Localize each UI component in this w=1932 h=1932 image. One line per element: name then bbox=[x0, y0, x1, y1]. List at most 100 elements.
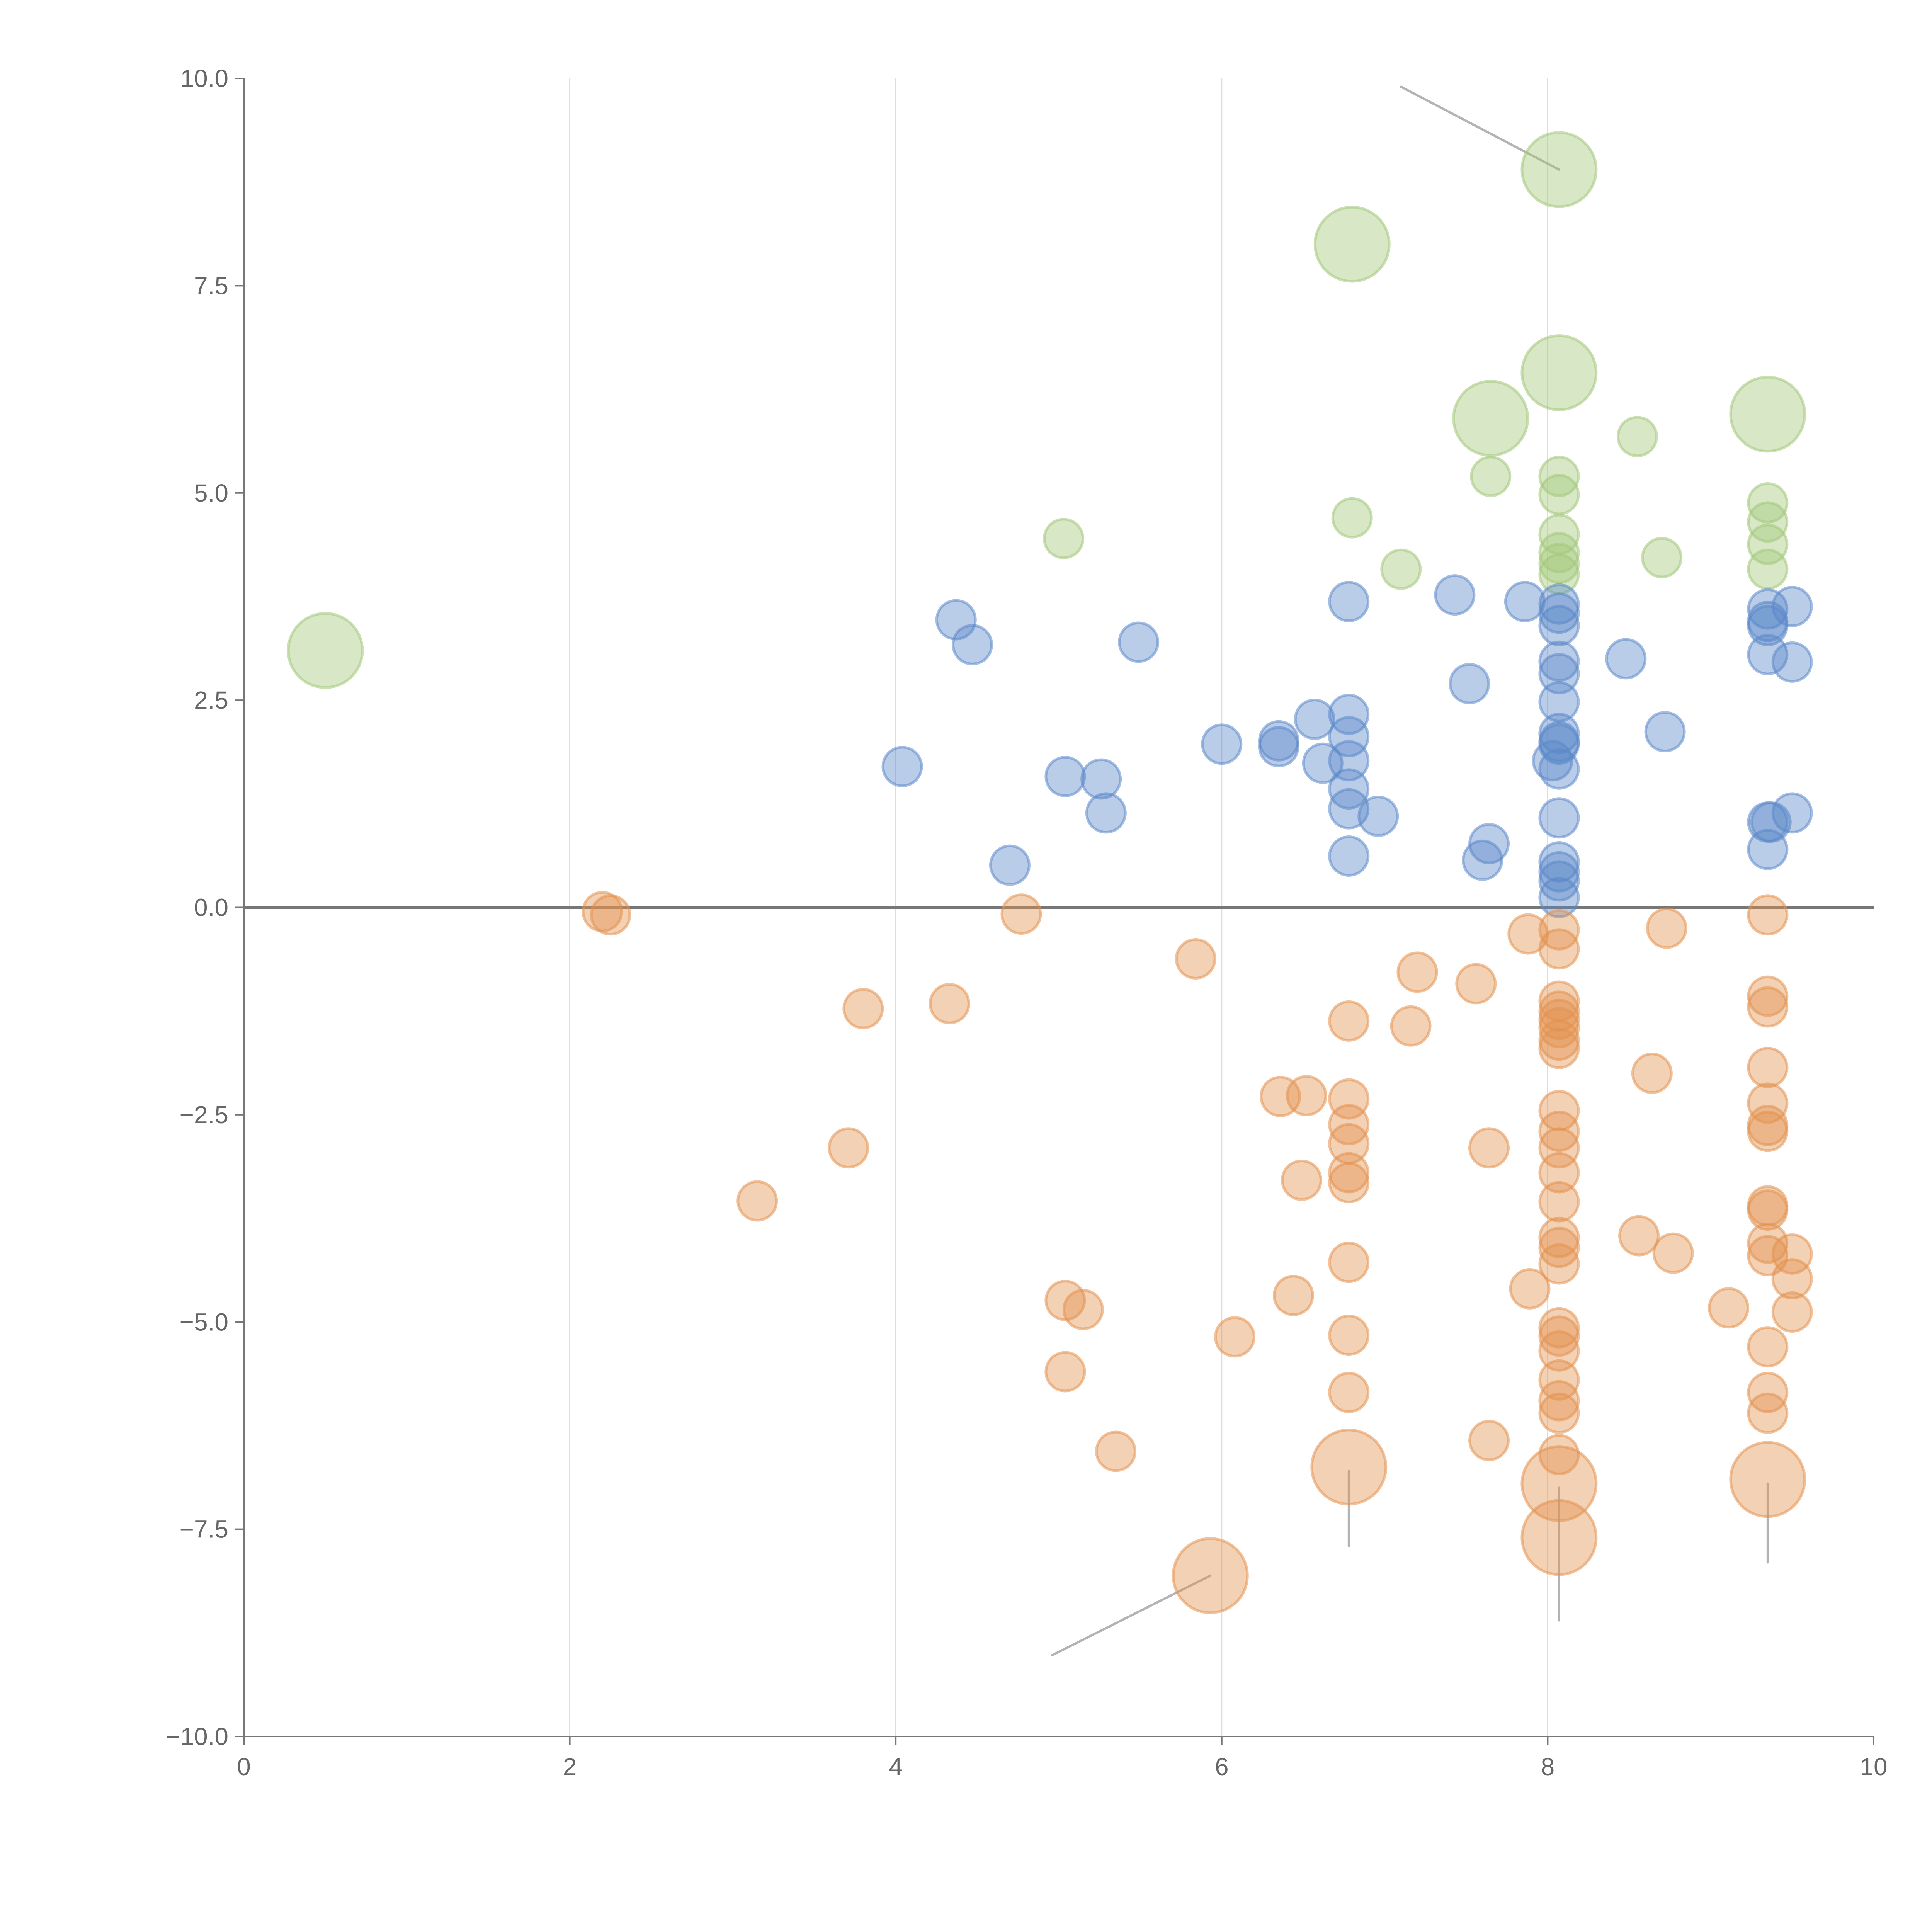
orange-point bbox=[1538, 1434, 1580, 1476]
green-point bbox=[1747, 548, 1789, 590]
blue-point bbox=[1357, 795, 1399, 837]
green-point bbox=[1747, 501, 1789, 543]
orange-point bbox=[1538, 1111, 1580, 1152]
blue-point bbox=[1605, 638, 1647, 680]
blue-point bbox=[1449, 663, 1490, 704]
blue-point bbox=[1504, 581, 1546, 622]
blue-point bbox=[1434, 574, 1476, 616]
orange-point bbox=[1771, 1291, 1813, 1333]
orange-point bbox=[1538, 1315, 1580, 1357]
orange-point bbox=[1175, 938, 1216, 980]
orange-point bbox=[828, 1127, 869, 1169]
blue-point bbox=[1538, 592, 1580, 634]
blue-point bbox=[1644, 711, 1686, 753]
orange-point bbox=[1538, 1152, 1580, 1194]
orange-point bbox=[1468, 1420, 1510, 1461]
orange-point bbox=[1214, 1316, 1256, 1358]
orange-point bbox=[1747, 1047, 1789, 1088]
y-tick-label: 5.0 bbox=[194, 479, 228, 507]
orange-point bbox=[1747, 1189, 1789, 1231]
orange-point bbox=[736, 1180, 778, 1222]
leader-line bbox=[1400, 85, 1560, 171]
green-point bbox=[1641, 537, 1683, 578]
orange-point bbox=[1747, 975, 1789, 1017]
blue-point bbox=[1328, 716, 1370, 758]
orange-point bbox=[1062, 1289, 1104, 1330]
green-point bbox=[1520, 334, 1598, 412]
y-tick-label: −7.5 bbox=[180, 1515, 228, 1543]
orange-point bbox=[1328, 1242, 1370, 1283]
orange-point bbox=[842, 988, 884, 1029]
blue-point bbox=[1538, 640, 1580, 682]
orange-point bbox=[1646, 907, 1687, 949]
blue-point bbox=[1258, 726, 1299, 767]
orange-point bbox=[1000, 893, 1042, 935]
green-point bbox=[1616, 416, 1658, 457]
blue-point bbox=[1044, 756, 1086, 798]
green-point bbox=[287, 612, 364, 689]
blue-point bbox=[881, 746, 923, 787]
blue-point bbox=[1328, 581, 1370, 622]
orange-point bbox=[1286, 1075, 1327, 1117]
green-point bbox=[1520, 131, 1598, 208]
orange-point bbox=[1747, 894, 1789, 936]
axes: 0 2 4 6 8 10 10.0 7.5 5.0 2.5 0.0 −2.5 −5.0 −7.5 −10.0 bbox=[166, 65, 1888, 1781]
orange-point bbox=[1281, 1159, 1322, 1201]
blue-point bbox=[1538, 605, 1580, 646]
orange-point bbox=[1328, 1162, 1370, 1204]
blue-point bbox=[989, 844, 1031, 886]
orange-point bbox=[1328, 1152, 1370, 1194]
x-tick-label: 4 bbox=[889, 1753, 903, 1781]
green-point bbox=[1538, 474, 1580, 515]
orange-point bbox=[929, 983, 970, 1024]
blue-point bbox=[1328, 740, 1370, 782]
blue-point bbox=[1538, 860, 1580, 902]
orange-point bbox=[1747, 1111, 1789, 1152]
orange-point bbox=[1310, 1429, 1388, 1506]
orange-point bbox=[1509, 1268, 1551, 1310]
green-point bbox=[1538, 532, 1580, 573]
orange-point bbox=[1520, 1499, 1598, 1576]
orange-point bbox=[1729, 1441, 1806, 1518]
orange-point bbox=[1747, 986, 1789, 1028]
orange-point bbox=[1095, 1430, 1137, 1472]
orange-point bbox=[1747, 1222, 1789, 1264]
green-point bbox=[1729, 376, 1806, 453]
x-tick-label: 10 bbox=[1860, 1753, 1887, 1781]
orange-point bbox=[1618, 1215, 1660, 1257]
orange-point bbox=[1538, 1392, 1580, 1434]
orange-point bbox=[1747, 1392, 1789, 1434]
orange-point bbox=[1538, 1330, 1580, 1372]
x-tick-label: 0 bbox=[237, 1753, 251, 1781]
orange-point bbox=[1747, 1326, 1789, 1368]
orange-point bbox=[1538, 1181, 1580, 1223]
y-tick-label: −2.5 bbox=[180, 1101, 228, 1129]
blue-point bbox=[1328, 835, 1370, 877]
orange-point bbox=[1538, 1243, 1580, 1285]
orange-point bbox=[1396, 951, 1438, 993]
orange-point bbox=[1272, 1275, 1314, 1316]
orange-point bbox=[1328, 1315, 1370, 1356]
orange-point bbox=[1044, 1351, 1086, 1393]
y-tick-label: 0.0 bbox=[194, 894, 228, 922]
green-point bbox=[1331, 497, 1373, 539]
orange-point bbox=[1747, 1082, 1789, 1124]
blue-point bbox=[1462, 839, 1503, 881]
data-points bbox=[287, 131, 1813, 1614]
orange-point bbox=[1520, 1445, 1598, 1522]
blue-point bbox=[1538, 653, 1580, 694]
orange-point bbox=[1172, 1537, 1249, 1614]
y-tick-label: 2.5 bbox=[194, 686, 228, 714]
orange-point bbox=[1390, 1005, 1432, 1047]
green-point bbox=[1470, 456, 1512, 497]
blue-point bbox=[951, 624, 993, 665]
green-point bbox=[1538, 543, 1580, 584]
orange-point bbox=[1538, 1226, 1580, 1268]
blue-point bbox=[1201, 723, 1243, 765]
orange-point bbox=[1538, 1380, 1580, 1422]
blue-point bbox=[1328, 694, 1370, 735]
x-tick-label: 6 bbox=[1215, 1753, 1229, 1781]
green-point bbox=[1380, 548, 1422, 590]
blue-point bbox=[935, 599, 977, 641]
